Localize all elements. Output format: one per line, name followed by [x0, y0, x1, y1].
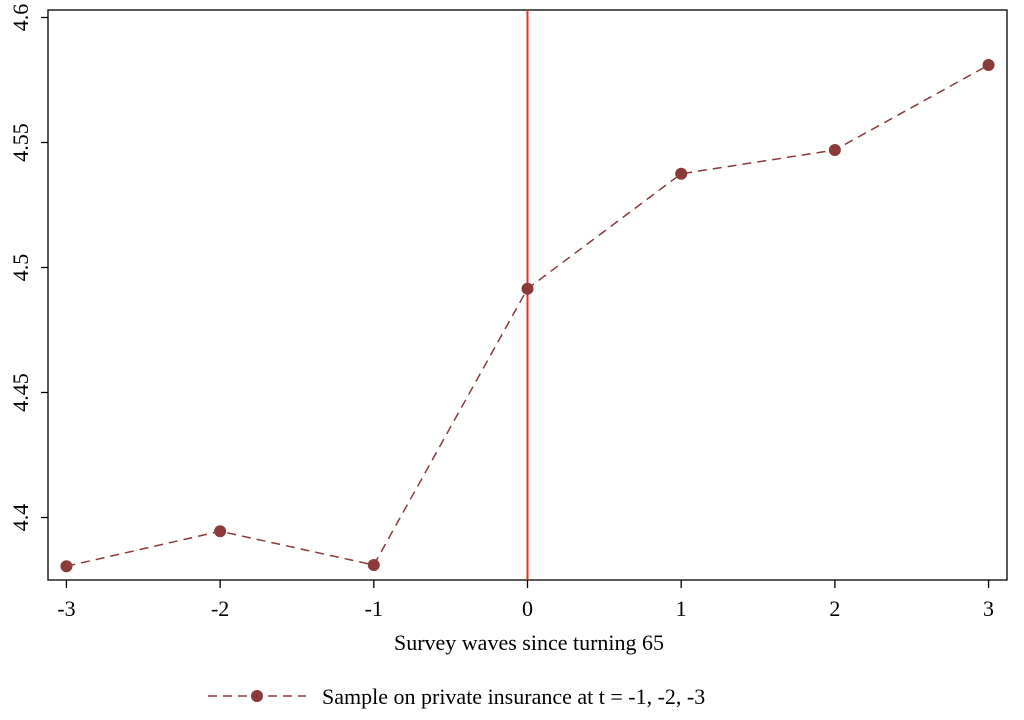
x-tick-label: 2 — [829, 596, 840, 621]
x-axis-title: Survey waves since turning 65 — [394, 630, 664, 655]
legend: Sample on private insurance at t = -1, -… — [208, 684, 705, 709]
y-tick-label: 4.45 — [8, 373, 33, 412]
x-tick-label: -2 — [211, 596, 229, 621]
y-tick-label: 4.5 — [8, 254, 33, 282]
data-point — [214, 525, 227, 538]
legend-label: Sample on private insurance at t = -1, -… — [322, 684, 705, 709]
y-tick-label: 4.6 — [8, 4, 33, 32]
legend-marker-swatch — [251, 690, 263, 702]
y-tick-label: 4.55 — [8, 123, 33, 162]
x-tick-label: 3 — [983, 596, 994, 621]
data-point — [521, 282, 534, 295]
data-point — [367, 559, 380, 571]
data-point — [60, 560, 73, 573]
x-tick-label: 1 — [676, 596, 687, 621]
x-tick-label: -1 — [365, 596, 383, 621]
data-point — [982, 59, 995, 71]
data-point — [828, 144, 841, 156]
x-tick-label: -3 — [57, 596, 75, 621]
x-tick-label: 0 — [522, 596, 533, 621]
y-tick-label: 4.4 — [8, 504, 33, 532]
data-point — [675, 167, 688, 180]
